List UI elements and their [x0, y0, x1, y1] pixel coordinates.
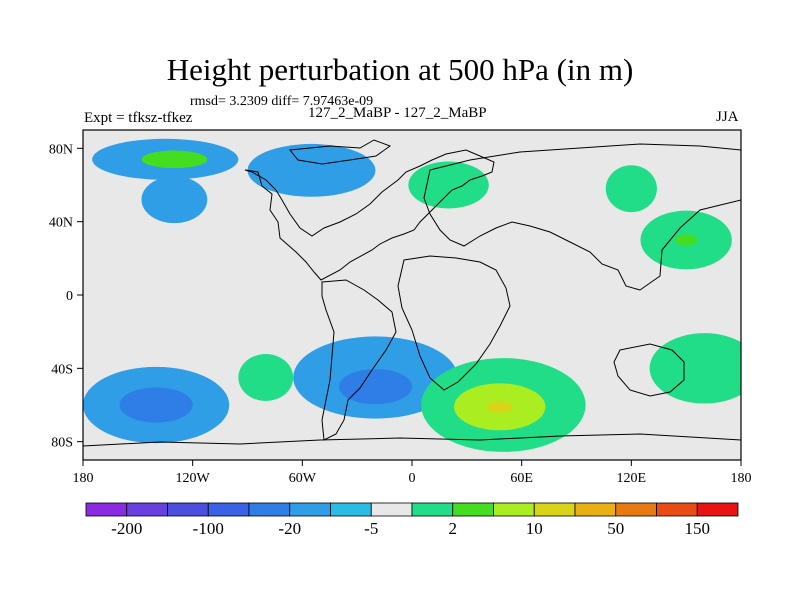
field-region-14	[119, 387, 193, 423]
experiment-label: Expt = tfksz-tfkez	[84, 110, 193, 126]
y-tick-label-4: 80S	[51, 436, 73, 451]
map-area	[82, 129, 742, 461]
colorbar-label-7: 150	[685, 519, 711, 538]
chart-title: Height perturbation at 500 hPa (in m)	[166, 52, 634, 87]
season-label: JJA	[716, 109, 739, 125]
field-region-3	[247, 143, 376, 197]
colorbar-box-15	[696, 502, 739, 517]
y-axis: 80N 40N 0 40S 80S	[49, 142, 83, 451]
colorbar-box-4	[248, 502, 291, 517]
colorbar-label-4: 2	[449, 519, 458, 538]
field-region-12	[486, 400, 513, 413]
x-tick-label-1: 120W	[176, 471, 211, 486]
colorbar-label-0: -200	[111, 519, 142, 538]
field-region-16	[238, 354, 294, 401]
y-tick-label-2: 0	[66, 289, 73, 304]
field-region-4	[408, 161, 489, 209]
colorbar-box-5	[289, 502, 331, 517]
field-region-1	[141, 150, 208, 169]
colorbar-box-14	[656, 502, 698, 517]
field-region-2	[141, 176, 208, 224]
colorbar-box-0	[85, 502, 128, 517]
x-tick-label-0: 180	[73, 471, 94, 486]
x-tick-label-4: 60E	[510, 471, 533, 486]
contour-field	[83, 138, 741, 452]
y-tick-label-3: 40S	[51, 362, 73, 377]
colorbar-box-6	[330, 502, 372, 517]
x-tick-label-3: 0	[409, 471, 416, 486]
x-tick-label-2: 60W	[289, 471, 317, 486]
y-tick-label-0: 80N	[49, 142, 73, 157]
x-tick-label-5: 120E	[617, 471, 647, 486]
colorbar: -200 -100 -20 -5 2 10 50 150	[85, 502, 739, 538]
y-tick-label-1: 40N	[49, 216, 73, 231]
subtitle-label: 127_2_MaBP - 127_2_MaBP	[308, 105, 487, 121]
colorbar-box-8	[411, 502, 454, 517]
colorbar-label-1: -100	[193, 519, 224, 538]
x-axis: 180 120W 60W 0 60E 120E 180	[73, 460, 752, 486]
colorbar-box-1	[126, 502, 168, 517]
colorbar-label-3: -5	[364, 519, 378, 538]
colorbar-box-3	[207, 502, 250, 517]
colorbar-box-9	[452, 502, 494, 517]
colorbar-box-11	[533, 502, 576, 517]
stats-label: rmsd= 3.2309 diff= 7.97463e-09	[190, 94, 374, 109]
colorbar-box-12	[574, 502, 617, 517]
field-region-9	[338, 369, 413, 405]
field-region-5	[605, 165, 657, 213]
field-region-7	[675, 234, 698, 246]
colorbar-label-6: 50	[607, 519, 624, 538]
colorbar-box-10	[493, 502, 535, 517]
colorbar-label-5: 10	[526, 519, 543, 538]
colorbar-label-2: -20	[278, 519, 301, 538]
coastlines	[83, 139, 741, 460]
colorbar-box-2	[167, 502, 209, 517]
colorbar-box-13	[615, 502, 657, 517]
colorbar-box-7	[370, 502, 413, 517]
x-tick-label-6: 180	[731, 471, 752, 486]
